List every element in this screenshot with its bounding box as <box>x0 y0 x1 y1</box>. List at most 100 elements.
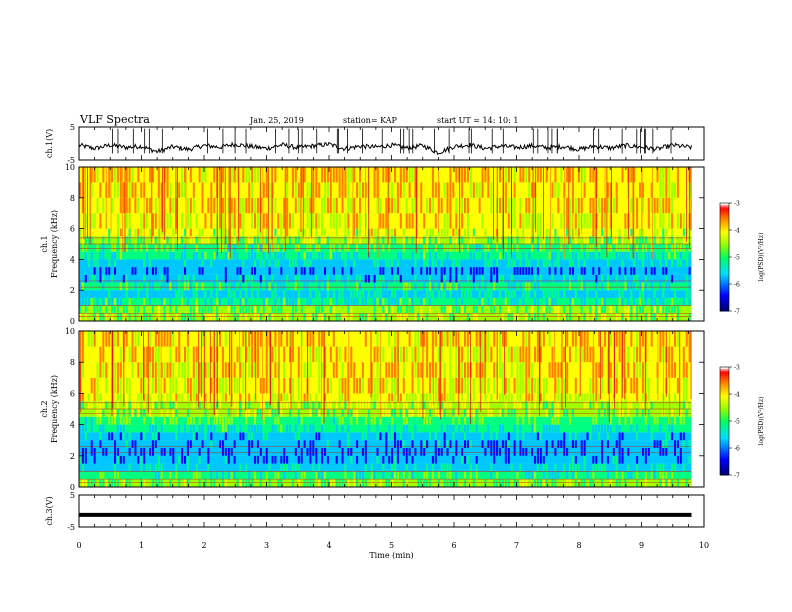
ch1-spectrogram-cell <box>291 297 294 306</box>
ch2-spectrogram-cell <box>274 479 277 487</box>
ch1-spectrogram-cell <box>636 182 639 198</box>
ch1-spectrogram-cell <box>157 297 160 306</box>
ch1-spectrogram-cell <box>504 244 507 252</box>
ch1-spectrogram-cell <box>589 167 592 183</box>
ch1-spectrogram-cell <box>464 197 467 214</box>
ch2-spectrogram-cell <box>84 346 87 363</box>
ch1-spectrogram-cell <box>624 228 627 237</box>
ch1-spectrogram-cell <box>376 182 379 198</box>
ch1-spectrogram-cell <box>542 251 545 260</box>
ch1-spectrogram-cell <box>318 305 321 314</box>
ch1-spectrogram-cell <box>499 313 502 321</box>
ch1-spectrogram-cell <box>641 236 644 244</box>
ch1-spectrogram-cell <box>326 228 329 237</box>
ch2-spectrogram-cell <box>198 331 201 347</box>
ch1-spectrogram-cell <box>114 305 117 314</box>
ch1-spectrogram-cell <box>116 244 119 252</box>
ch1-spectrogram-cell <box>682 251 685 260</box>
ch1-spectrogram-cell <box>466 313 469 321</box>
ch1-spectrogram-cell <box>332 236 335 244</box>
ch2-spectrogram-cell <box>192 346 195 363</box>
ch1-spectrogram-cell <box>344 297 347 306</box>
ch1-spectrogram-cell <box>224 197 227 214</box>
ch1-voltage-ytick-label: -5 <box>67 156 75 165</box>
ch1-spectrogram-cell <box>516 290 519 298</box>
ch2-spectrogram-cell <box>102 455 105 464</box>
ch2-spectrogram-cell <box>239 401 242 409</box>
ch1-spectrogram-cell <box>335 267 338 275</box>
ch2-spectrogram-cell <box>256 463 259 472</box>
ch2-spectrogram-cell <box>114 455 117 464</box>
ch1-spectrogram-cell <box>490 259 493 268</box>
ch1-spectrogram-cell <box>525 244 528 252</box>
ch2-spectrogram-cell <box>181 432 184 441</box>
ch1-spectrogram-cell <box>376 313 379 321</box>
ch1-spectrogram-cell <box>566 197 569 214</box>
ch2-spectrogram-cell <box>143 432 146 441</box>
ch1-spectrogram-cell <box>146 259 149 268</box>
ch1-spectrogram-cell <box>221 274 224 283</box>
ch1-spectrogram-cell <box>679 228 682 237</box>
ch1-spectrogram-cell <box>528 282 531 291</box>
ch1-spectrogram-cell <box>332 267 335 275</box>
ch2-spectrogram-cell <box>280 471 283 480</box>
ch1-spectrogram-cell <box>569 213 572 229</box>
ch1-spectrogram-cell <box>160 213 163 229</box>
ch1-spectrogram-cell <box>493 282 496 291</box>
ch1-spectrogram-cell <box>87 282 90 291</box>
ch2-spectrogram-cell <box>294 416 297 425</box>
ch2-spectrogram-cell <box>143 401 146 409</box>
ch1-spectrogram-cell <box>245 167 248 183</box>
ch1-spectrogram-cell <box>466 251 469 260</box>
ch1-spectrogram-cell <box>312 313 315 321</box>
ch1-spectrogram-cell <box>592 213 595 229</box>
ch2-spectrogram-cell <box>201 432 204 441</box>
ch2-spectrogram-cell <box>181 455 184 464</box>
ch2-spectrogram-cell <box>286 440 289 448</box>
ch1-spectrogram-cell <box>636 236 639 244</box>
ch2-spectrogram-cell <box>201 416 204 425</box>
ch1-spectrogram-cell <box>137 236 140 244</box>
ch1-spectrogram-cell <box>464 305 467 314</box>
ch1-spectrogram-cell <box>499 259 502 268</box>
ch2-spectrogram-cell <box>303 331 306 347</box>
ch2-spectrogram-cell <box>303 463 306 472</box>
ch1-spectrogram-cell <box>656 297 659 306</box>
ch1-spectrogram-cell <box>160 274 163 283</box>
ch2-spectrogram-cell <box>233 448 236 456</box>
ch1-spectrogram-cell <box>184 313 187 321</box>
ch1-spectrogram-cell <box>516 251 519 260</box>
ch1-spectrogram-cell <box>154 259 157 268</box>
ch1-spectrogram-cell <box>551 259 554 268</box>
ch1-spectrogram-cell <box>329 313 332 321</box>
ch2-spectrogram-cell <box>227 362 230 378</box>
ch1-spectrogram-cell <box>143 305 146 314</box>
ch1-spectrogram-cell <box>431 167 434 183</box>
ch2-spectrogram-cell <box>289 377 292 394</box>
ch2-spectrogram-cell <box>236 393 239 402</box>
ch1-spectrogram-cell <box>478 297 481 306</box>
ch1-spectrogram-cell <box>329 244 332 252</box>
ch2-spectrogram-cell <box>219 331 222 347</box>
ch2-spectrogram-cell <box>224 471 227 480</box>
ch1-spectrogram-cell <box>624 282 627 291</box>
ch1-spectrogram-cell <box>312 213 315 229</box>
ch1-spectrogram-cell <box>116 182 119 198</box>
ch2-spectrogram-cell <box>271 362 274 378</box>
ch1-spectrogram-cell <box>598 290 601 298</box>
ch1-spectrogram-cell <box>265 244 268 252</box>
ch1-spectrogram-cell <box>119 236 122 244</box>
ch1-spectrogram-cell <box>676 305 679 314</box>
ch1-spectrogram-cell <box>294 244 297 252</box>
ch1-spectrogram-cell <box>93 313 96 321</box>
ch1-spectrogram-cell <box>114 290 117 298</box>
ch1-spectrogram-cell <box>685 282 688 291</box>
ch1-spectrogram-cell <box>577 213 580 229</box>
ch1-spectrogram-cell <box>399 297 402 306</box>
ch2-spectrogram-cell <box>90 362 93 378</box>
ch1-spectrogram-cell <box>443 228 446 237</box>
ch2-spectrogram-cell <box>134 331 137 347</box>
ch1-spectrogram-cell <box>440 213 443 229</box>
ch2-spectrogram-cell <box>99 401 102 409</box>
ch2-spectrogram-cell <box>224 424 227 433</box>
